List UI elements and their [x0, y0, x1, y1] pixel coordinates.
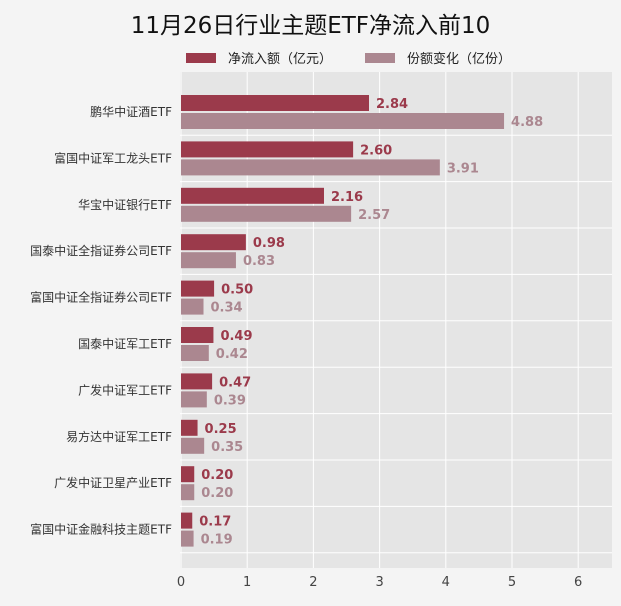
data-label: 0.47	[219, 375, 251, 390]
bar-net-inflow	[181, 234, 246, 251]
legend-item-net-inflow: 净流入额（亿元）	[186, 48, 332, 67]
y-tick-label: 鹏华中证酒ETF	[90, 104, 172, 119]
data-label: 0.83	[243, 254, 275, 269]
data-label: 2.16	[331, 190, 363, 205]
x-tick-label: 3	[375, 575, 383, 590]
x-tick-label: 1	[243, 575, 251, 590]
x-tick-label: 5	[508, 575, 516, 590]
data-label: 2.60	[360, 143, 392, 158]
y-tick-label: 广发中证军工ETF	[78, 382, 172, 397]
bar-net-inflow	[181, 327, 214, 343]
bar-net-inflow	[181, 512, 193, 529]
bar-net-inflow	[181, 373, 213, 390]
data-label: 0.49	[220, 329, 252, 344]
data-label: 0.17	[199, 515, 231, 530]
y-tick-label: 国泰中证军工ETF	[78, 336, 172, 351]
y-tick-label: 富国中证金融科技主题ETF	[30, 522, 172, 537]
bar-share-change	[181, 530, 194, 547]
bar-share-change	[181, 298, 204, 315]
legend-swatch	[186, 52, 216, 63]
data-label: 0.50	[221, 283, 253, 298]
y-tick-label: 广发中证卫星产业ETF	[54, 475, 172, 490]
bar-net-inflow	[181, 419, 198, 436]
y-tick-label: 富国中证全指证券公司ETF	[30, 290, 172, 305]
bar-share-change	[181, 345, 209, 361]
x-tick-label: 6	[574, 575, 582, 590]
data-label: 0.25	[205, 422, 237, 437]
data-label: 0.19	[201, 533, 233, 548]
bar-net-inflow	[181, 280, 215, 297]
bar-share-change	[181, 205, 352, 222]
bar-net-inflow	[181, 187, 324, 204]
bar-net-inflow	[181, 141, 354, 158]
data-label: 2.84	[376, 97, 408, 112]
y-tick-label: 国泰中证全指证券公司ETF	[30, 243, 172, 258]
data-label: 2.57	[358, 208, 390, 223]
y-tick-label: 富国中证军工龙头ETF	[54, 150, 172, 165]
y-tick-label: 易方达中证军工ETF	[66, 429, 172, 444]
x-tick-label: 0	[177, 575, 185, 590]
chart-title: 11月26日行业主题ETF净流入前10	[130, 13, 491, 39]
x-tick-label: 2	[309, 575, 317, 590]
bar-share-change	[181, 159, 440, 176]
data-label: 0.35	[211, 440, 243, 455]
bar-share-change	[181, 113, 505, 129]
data-label: 0.39	[214, 393, 246, 408]
bar-share-change	[181, 252, 236, 269]
legend-swatch	[365, 52, 395, 63]
data-label: 0.20	[201, 486, 233, 501]
data-label: 3.91	[447, 161, 479, 176]
legend-label: 净流入额（亿元）	[228, 52, 333, 67]
bar-share-change	[181, 391, 207, 408]
legend-label: 份额变化（亿份）	[407, 52, 512, 67]
legend-item-share-change: 份额变化（亿份）	[365, 48, 511, 67]
bar-net-inflow	[181, 95, 370, 111]
data-label: 0.98	[253, 236, 285, 251]
x-tick-label: 4	[442, 575, 450, 590]
y-tick-label: 华宝中证银行ETF	[78, 197, 172, 212]
data-label: 0.42	[216, 347, 248, 362]
data-label: 4.88	[511, 115, 543, 130]
bar-share-change	[181, 484, 195, 501]
bar-share-change	[181, 437, 205, 454]
data-label: 0.20	[201, 468, 233, 483]
data-label: 0.34	[211, 301, 243, 316]
bar-net-inflow	[181, 466, 195, 483]
